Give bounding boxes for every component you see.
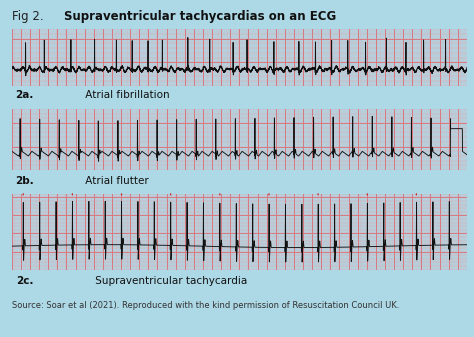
Text: Supraventricular tachycardias on an ECG: Supraventricular tachycardias on an ECG: [64, 10, 337, 23]
Text: 2b.: 2b.: [15, 176, 34, 186]
Text: Supraventricular tachycardia: Supraventricular tachycardia: [92, 276, 248, 286]
Text: 2a.: 2a.: [15, 90, 34, 100]
Text: Atrial flutter: Atrial flutter: [82, 176, 149, 186]
Text: Source: Soar et al (2021). Reproduced with the kind permission of Resuscitation : Source: Soar et al (2021). Reproduced wi…: [12, 301, 399, 310]
Text: Atrial fibrillation: Atrial fibrillation: [82, 90, 170, 100]
Text: Fig 2.: Fig 2.: [12, 10, 47, 23]
Text: 2c.: 2c.: [16, 276, 33, 286]
